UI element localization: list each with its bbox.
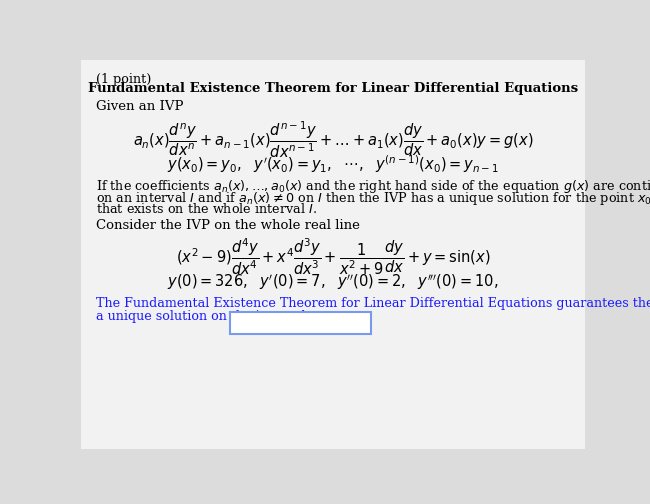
Text: that exists on the whole interval $I$.: that exists on the whole interval $I$. <box>96 202 318 216</box>
Text: Consider the IVP on the whole real line: Consider the IVP on the whole real line <box>96 219 360 232</box>
Text: Given an IVP: Given an IVP <box>96 100 184 113</box>
Text: Fundamental Existence Theorem for Linear Differential Equations: Fundamental Existence Theorem for Linear… <box>88 82 578 95</box>
FancyBboxPatch shape <box>76 56 590 453</box>
Text: If the coefficients $a_n(x), \ldots, a_0(x)$ and the right hand side of the equa: If the coefficients $a_n(x), \ldots, a_0… <box>96 178 650 195</box>
Text: on an interval $I$ and if $a_n(x) \neq 0$ on $I$ then the IVP has a unique solut: on an interval $I$ and if $a_n(x) \neq 0… <box>96 190 650 207</box>
Text: |: | <box>237 312 244 325</box>
Text: $y(0) = 326,\ \ y'(0) = 7,\ \ y''(0) = 2,\ \ y'''(0) = 10,$: $y(0) = 326,\ \ y'(0) = 7,\ \ y''(0) = 2… <box>168 272 499 292</box>
Text: a unique solution on the interval: a unique solution on the interval <box>96 309 306 323</box>
Text: $y(x_0) = y_0,\ \ y'(x_0) = y_1,\ \ \cdots,\ \ y^{(n-1)}(x_0) = y_{n-1}$: $y(x_0) = y_0,\ \ y'(x_0) = y_1,\ \ \cdo… <box>167 153 499 174</box>
Text: (1 point): (1 point) <box>96 73 151 86</box>
Text: $(x^2 - 9)\dfrac{d^4y}{dx^4} + x^4\dfrac{d^3y}{dx^3} + \dfrac{1}{x^2+9}\dfrac{dy: $(x^2 - 9)\dfrac{d^4y}{dx^4} + x^4\dfrac… <box>176 236 490 277</box>
Text: $a_n(x)\dfrac{d^ny}{dx^n} + a_{n-1}(x)\dfrac{d^{n-1}y}{dx^{n-1}} + \ldots + a_1(: $a_n(x)\dfrac{d^ny}{dx^n} + a_{n-1}(x)\d… <box>133 119 534 160</box>
FancyBboxPatch shape <box>230 311 371 334</box>
Text: The Fundamental Existence Theorem for Linear Differential Equations guarantees t: The Fundamental Existence Theorem for Li… <box>96 297 650 310</box>
